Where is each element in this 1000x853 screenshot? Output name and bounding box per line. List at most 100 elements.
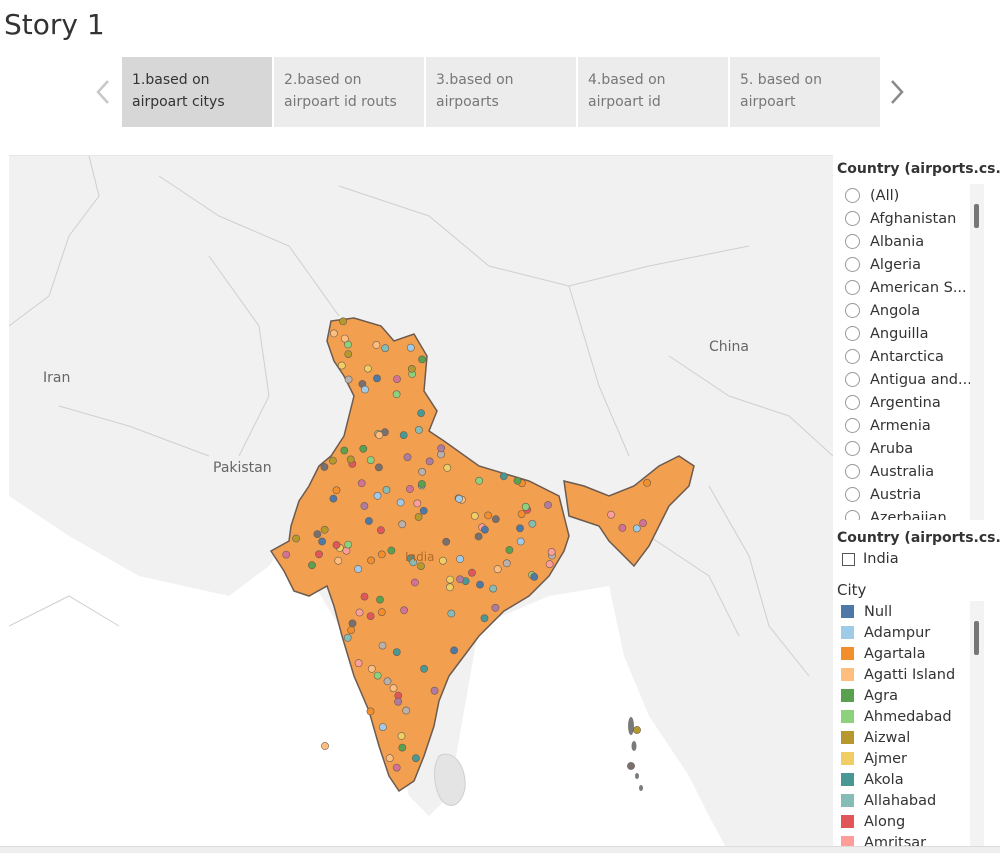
- tab-story-point-3[interactable]: 3.based on airpoarts: [426, 57, 576, 127]
- airport-marker[interactable]: [406, 343, 415, 352]
- country-option[interactable]: Antigua and...: [836, 368, 991, 391]
- airport-marker[interactable]: [308, 561, 316, 570]
- airport-marker[interactable]: [360, 502, 369, 510]
- airport-marker[interactable]: [385, 754, 394, 763]
- airport-marker[interactable]: [480, 525, 489, 534]
- airport-marker[interactable]: [344, 340, 352, 349]
- airport-marker[interactable]: [366, 456, 375, 464]
- next-story-point-button[interactable]: [882, 70, 912, 114]
- airport-marker[interactable]: [639, 519, 647, 527]
- country-list-scrollbar[interactable]: [970, 184, 984, 520]
- country-option[interactable]: Australia: [836, 460, 991, 483]
- airport-marker[interactable]: [607, 510, 615, 519]
- airport-marker[interactable]: [348, 619, 357, 628]
- airport-marker[interactable]: [413, 499, 422, 508]
- airport-marker[interactable]: [493, 565, 502, 574]
- airport-marker[interactable]: [292, 534, 300, 543]
- airport-marker[interactable]: [417, 409, 425, 417]
- city-legend-scrollbar[interactable]: [970, 601, 984, 852]
- legend-item[interactable]: Aizwal: [836, 727, 991, 748]
- airport-marker[interactable]: [419, 506, 428, 515]
- country-option[interactable]: Afghanistan: [836, 207, 991, 230]
- airport-marker[interactable]: [378, 641, 387, 650]
- airport-marker[interactable]: [328, 456, 337, 465]
- tab-story-point-1[interactable]: 1.based on airpoart citys: [122, 57, 272, 127]
- airport-marker[interactable]: [366, 612, 375, 620]
- legend-item[interactable]: Agra: [836, 685, 991, 706]
- airport-marker[interactable]: [377, 608, 386, 617]
- airport-marker[interactable]: [530, 572, 539, 581]
- airport-marker[interactable]: [403, 453, 412, 462]
- legend-item[interactable]: Allahabad: [836, 790, 991, 811]
- airport-marker[interactable]: [420, 664, 428, 673]
- airport-marker[interactable]: [633, 726, 641, 734]
- airport-marker[interactable]: [418, 355, 426, 364]
- airport-marker[interactable]: [364, 517, 373, 525]
- airport-marker[interactable]: [455, 494, 463, 503]
- airport-marker[interactable]: [340, 446, 349, 455]
- airport-marker[interactable]: [643, 478, 651, 487]
- airport-marker[interactable]: [373, 491, 382, 500]
- airport-marker[interactable]: [392, 763, 401, 772]
- airport-marker[interactable]: [438, 556, 447, 565]
- airport-marker[interactable]: [383, 677, 392, 686]
- country-option[interactable]: Aruba: [836, 437, 991, 460]
- airport-marker[interactable]: [359, 444, 368, 453]
- airport-marker[interactable]: [442, 537, 451, 546]
- airport-marker[interactable]: [355, 608, 364, 617]
- airport-marker[interactable]: [505, 546, 514, 554]
- legend-item[interactable]: Ahmedabad: [836, 706, 991, 727]
- tab-story-point-2[interactable]: 2.based on airpoart id routs: [274, 57, 424, 127]
- airport-marker[interactable]: [516, 537, 525, 546]
- airport-marker[interactable]: [334, 556, 343, 565]
- airport-marker[interactable]: [437, 444, 446, 453]
- airport-marker[interactable]: [346, 455, 355, 464]
- airport-marker[interactable]: [315, 550, 323, 559]
- country-option[interactable]: (All): [836, 184, 991, 207]
- legend-item[interactable]: Adampur: [836, 622, 991, 643]
- country-option[interactable]: Algeria: [836, 253, 991, 276]
- airport-marker[interactable]: [516, 524, 524, 533]
- airport-marker[interactable]: [344, 540, 353, 549]
- airport-marker[interactable]: [499, 472, 508, 481]
- airport-marker[interactable]: [394, 697, 402, 706]
- airport-marker[interactable]: [521, 502, 530, 511]
- country-option[interactable]: Anguilla: [836, 322, 991, 345]
- legend-item[interactable]: Agartala: [836, 643, 991, 664]
- airport-marker[interactable]: [400, 606, 408, 615]
- airport-marker[interactable]: [393, 375, 401, 383]
- airport-marker[interactable]: [382, 485, 391, 494]
- airport-marker[interactable]: [405, 485, 414, 493]
- airport-marker[interactable]: [480, 614, 489, 623]
- airport-marker[interactable]: [329, 329, 338, 338]
- airport-marker[interactable]: [468, 568, 476, 577]
- legend-item[interactable]: Ajmer: [836, 748, 991, 769]
- airport-marker[interactable]: [389, 684, 398, 693]
- airport-marker[interactable]: [399, 431, 408, 439]
- airport-marker[interactable]: [375, 431, 384, 439]
- airport-marker[interactable]: [318, 537, 326, 546]
- airport-marker[interactable]: [376, 595, 384, 604]
- airport-marker[interactable]: [627, 762, 635, 770]
- airport-marker[interactable]: [414, 513, 423, 521]
- airport-marker[interactable]: [632, 524, 641, 533]
- airport-marker[interactable]: [489, 584, 498, 593]
- airport-marker[interactable]: [367, 664, 376, 673]
- country-option[interactable]: Argentina: [836, 391, 991, 414]
- legend-item[interactable]: Akola: [836, 769, 991, 790]
- airport-marker[interactable]: [407, 364, 416, 373]
- airport-marker[interactable]: [357, 479, 366, 488]
- airport-marker[interactable]: [366, 707, 375, 716]
- airport-marker[interactable]: [374, 463, 383, 472]
- airport-marker[interactable]: [402, 706, 411, 715]
- airport-marker[interactable]: [363, 364, 372, 373]
- airport-marker[interactable]: [513, 476, 522, 485]
- airport-marker[interactable]: [320, 463, 329, 471]
- airport-marker[interactable]: [545, 560, 554, 569]
- airport-marker[interactable]: [367, 556, 375, 565]
- airport-marker[interactable]: [373, 671, 382, 680]
- airport-marker[interactable]: [372, 341, 381, 349]
- airport-marker[interactable]: [476, 580, 484, 589]
- legend-item[interactable]: Agatti Island: [836, 664, 991, 685]
- airport-marker[interactable]: [392, 390, 401, 399]
